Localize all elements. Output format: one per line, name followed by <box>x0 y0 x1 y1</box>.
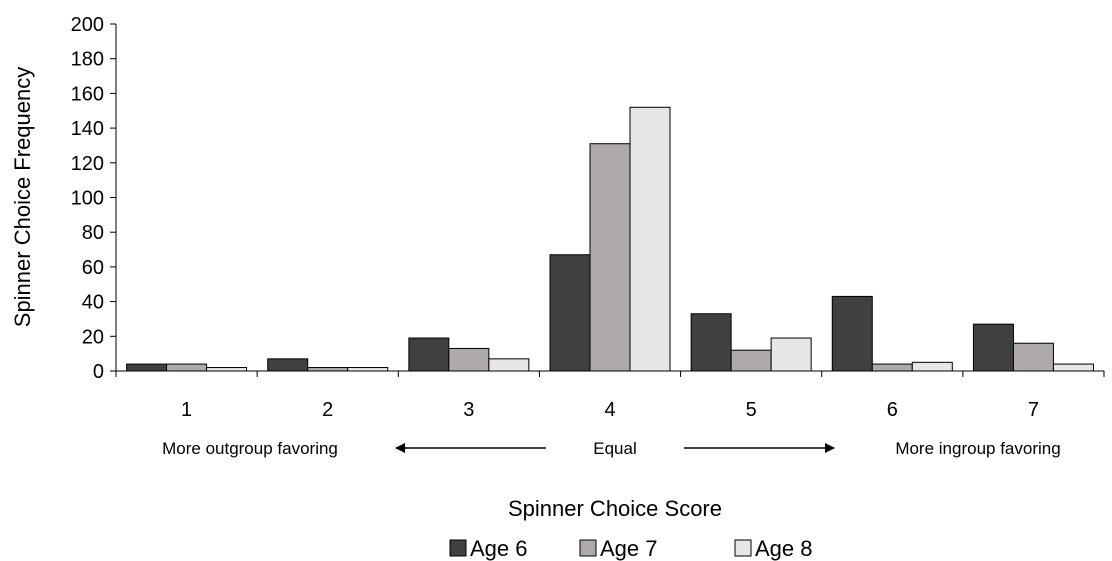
y-tick-label: 20 <box>82 326 104 348</box>
bar-age-6-score-6 <box>831 295 873 372</box>
bar-age-8-score-7 <box>1052 363 1094 372</box>
bar-age-8-score-6 <box>911 361 953 372</box>
x-tick-label: 3 <box>463 399 474 421</box>
y-tick-label: 180 <box>71 49 104 71</box>
y-tick-label: 60 <box>82 257 104 279</box>
bar-age-6-score-2 <box>267 358 309 372</box>
y-tick-label: 40 <box>82 292 104 314</box>
bar-age-7-score-7 <box>1012 342 1054 372</box>
x-tick-label: 7 <box>1028 399 1039 421</box>
bar-age-6-score-3 <box>408 337 450 372</box>
y-tick-label: 0 <box>93 361 104 383</box>
y-axis-label: Spinner Choice Frequency <box>10 67 35 327</box>
bar-age-8-score-5 <box>770 337 812 372</box>
legend-label: Age 8 <box>755 536 813 561</box>
legend: Age 6 Age 7 Age 8 <box>449 536 813 561</box>
legend-label: Age 7 <box>600 536 658 561</box>
x-axis-ticks: 1 2 3 4 5 6 7 <box>115 371 1105 421</box>
y-tick-label: 140 <box>71 118 104 140</box>
bar-age-8-score-3 <box>488 358 530 372</box>
bar-age-8-score-4 <box>629 106 671 372</box>
annotation-equal: Equal <box>593 439 636 458</box>
x-axis-label: Spinner Choice Score <box>508 496 722 521</box>
bar-age-6-score-4 <box>549 254 591 372</box>
bar-age-6-score-5 <box>690 313 732 372</box>
x-tick-label: 4 <box>604 399 615 421</box>
x-tick-label: 1 <box>181 399 192 421</box>
y-tick-label: 160 <box>71 83 104 105</box>
legend-label: Age 6 <box>470 536 528 561</box>
x-tick-label: 6 <box>887 399 898 421</box>
annotation-outgroup: More outgroup favoring <box>162 439 338 458</box>
bar-age-8-score-2 <box>347 367 389 372</box>
bar-age-7-score-6 <box>871 363 913 372</box>
bar-age-8-score-1 <box>206 367 248 372</box>
bars <box>126 106 1094 372</box>
bar-age-6-score-1 <box>126 363 168 372</box>
bar-age-7-score-2 <box>307 367 349 372</box>
legend-swatch-age-6 <box>449 539 467 557</box>
annotation-ingroup: More ingroup favoring <box>895 439 1060 458</box>
bar-age-7-score-1 <box>166 363 208 372</box>
y-tick-label: 100 <box>71 188 104 210</box>
y-tick-label: 200 <box>71 14 104 36</box>
legend-swatch-age-8 <box>734 539 752 557</box>
legend-swatch-age-7 <box>579 539 597 557</box>
y-axis-ticks: 0 20 40 60 80 100 120 140 160 180 200 <box>71 14 116 383</box>
bar-age-7-score-3 <box>448 347 490 372</box>
bar-age-7-score-4 <box>589 143 631 372</box>
x-tick-label: 2 <box>322 399 333 421</box>
bar-age-7-score-5 <box>730 349 772 372</box>
bar-age-6-score-7 <box>972 323 1014 372</box>
y-tick-label: 80 <box>82 222 104 244</box>
y-tick-label: 120 <box>71 153 104 175</box>
x-tick-label: 5 <box>746 399 757 421</box>
